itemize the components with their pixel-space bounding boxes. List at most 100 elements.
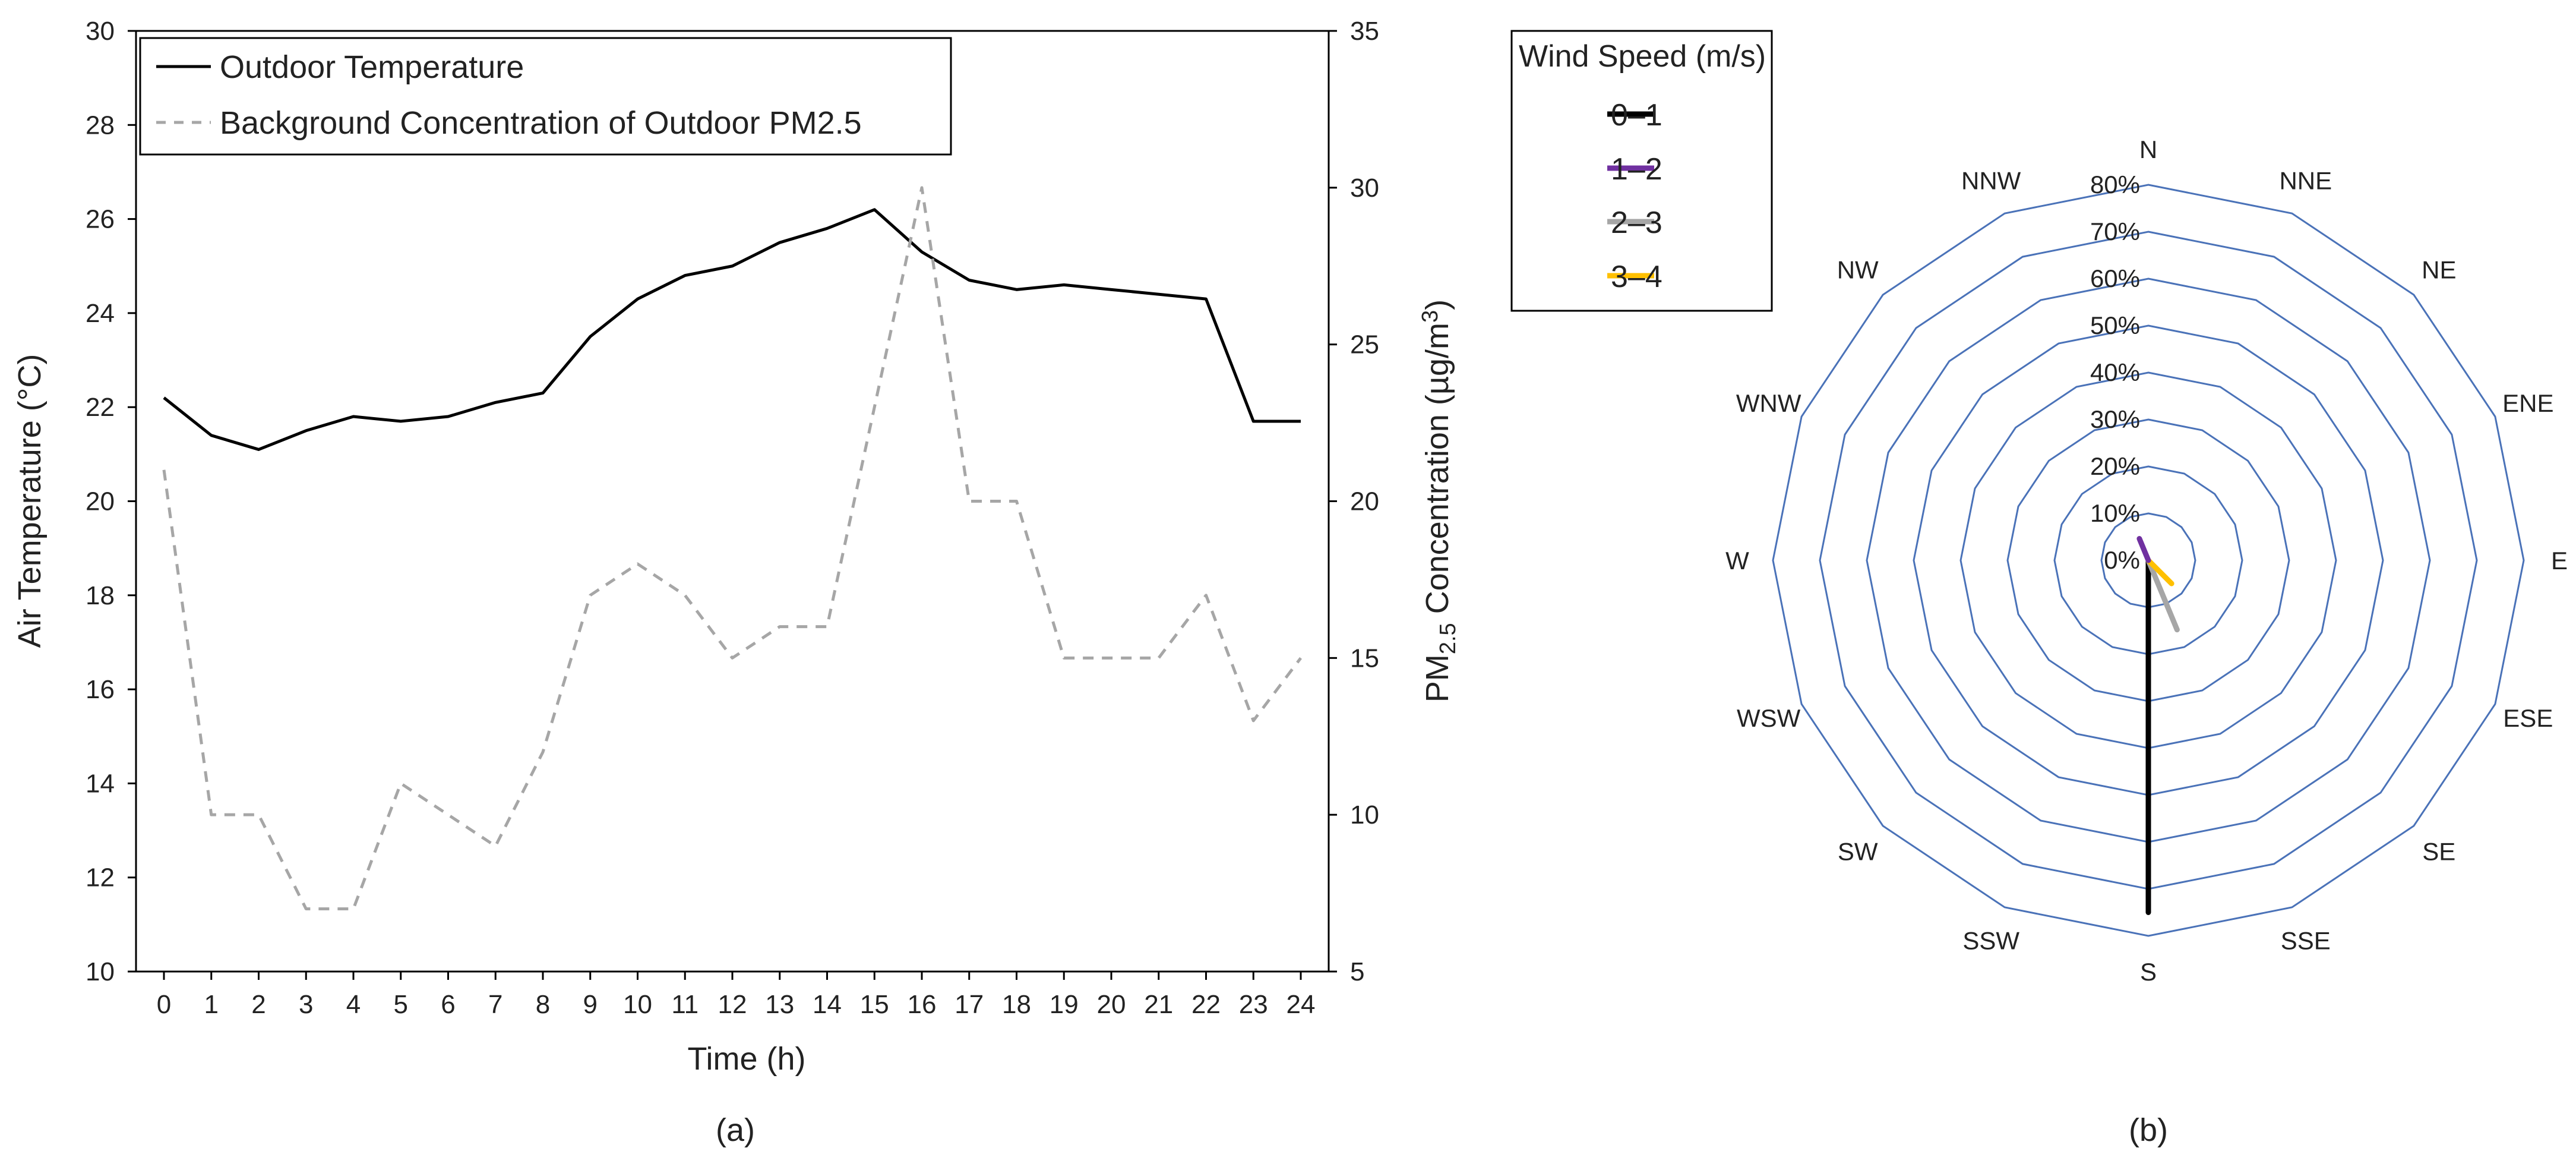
x-tick-label-17: 17 [954, 990, 984, 1019]
left-tick-label-28: 28 [86, 111, 115, 140]
left-tick-label-22: 22 [86, 393, 115, 422]
radial-tick-20: 20% [2090, 452, 2140, 480]
y-axis-label: Air Temperature (°C) [12, 354, 48, 648]
direction-label-n: N [2139, 135, 2157, 163]
direction-label-s: S [2140, 958, 2157, 986]
direction-label-e: E [2551, 547, 2568, 575]
x-tick-label-13: 13 [765, 990, 794, 1019]
right-tick-label-20: 20 [1350, 487, 1379, 516]
right-tick-label-5: 5 [1350, 957, 1364, 986]
radial-tick-80: 80% [2090, 171, 2140, 198]
x-tick-label-6: 6 [441, 990, 455, 1019]
x-axis-ticks: 0 1 2 3 4 5 6 7 8 9 10 11 12 13 14 15 16 17 18 19 20 21 22 23 24 [157, 972, 1316, 1019]
x-tick-label-15: 15 [860, 990, 889, 1019]
left-tick-label-26: 26 [86, 205, 115, 234]
x-tick-label-14: 14 [813, 990, 842, 1019]
direction-label-wsw: WSW [1737, 704, 1801, 732]
x-tick-label-12: 12 [718, 990, 747, 1019]
left-tick-label-24: 24 [86, 299, 115, 328]
wind-label-1-2: 1–2 [1611, 152, 1662, 187]
x-tick-label-10: 10 [623, 990, 652, 1019]
series-lines [162, 186, 1302, 910]
x-tick-label-19: 19 [1050, 990, 1079, 1019]
wind-legend-title: Wind Speed (m/s) [1519, 39, 1766, 74]
series-line-background-concentration-of-outdoor-pm2-5 [162, 186, 1302, 910]
direction-labels: N NNE NE ENE E ESE SE SSE S SSW SW WSW W WNW NW NNW [1725, 135, 2568, 986]
x-tick-label-20: 20 [1097, 990, 1126, 1019]
left-tick-label-20: 20 [86, 487, 115, 516]
radial-tick-labels: 0% 10% 20% 30% 40% 50% 60% 70% 80% [2090, 171, 2140, 574]
left-tick-label-18: 18 [86, 581, 115, 610]
x-tick-label-16: 16 [908, 990, 937, 1019]
panel-label-a: (a) [716, 1112, 755, 1148]
radial-tick-40: 40% [2090, 358, 2140, 386]
panel-label-b: (b) [2129, 1112, 2168, 1148]
wind-legend: Wind Speed (m/s) 0–1 1–2 2–3 3–4 [1510, 30, 1773, 312]
left-axis-ticks: 10 12 14 16 18 20 22 24 26 28 30 [86, 17, 136, 986]
direction-label-ene: ENE [2502, 389, 2553, 417]
wind-label-2-3: 2–3 [1611, 206, 1662, 240]
panel-b: 0% 10% 20% 30% 40% 50% 60% 70% 80% N NNE NE ENE E ESE… [1510, 30, 2568, 1148]
x-tick-label-11: 11 [671, 990, 698, 1019]
left-tick-label-30: 30 [86, 17, 115, 46]
right-tick-label-10: 10 [1350, 800, 1379, 830]
direction-label-se: SE [2422, 837, 2455, 865]
x-tick-label-4: 4 [346, 990, 361, 1019]
left-tick-label-10: 10 [86, 957, 115, 986]
right-tick-label-15: 15 [1350, 644, 1379, 673]
x-tick-label-0: 0 [157, 990, 171, 1019]
direction-label-nw: NW [1837, 256, 1879, 284]
left-tick-label-16: 16 [86, 675, 115, 704]
x-tick-label-3: 3 [299, 990, 313, 1019]
radar-ring-8 [1772, 184, 2525, 937]
radial-tick-70: 70% [2090, 217, 2140, 245]
radial-tick-60: 60% [2090, 264, 2140, 292]
series-line-outdoor-temperature [163, 208, 1301, 451]
wind-vector-2-3 [2145, 557, 2180, 633]
x-tick-label-18: 18 [1002, 990, 1031, 1019]
x-tick-label-23: 23 [1239, 990, 1268, 1019]
wind-vector-3-4 [2145, 557, 2174, 586]
legend-label-temperature: Outdoor Temperature [220, 49, 524, 85]
direction-label-nne: NNE [2279, 167, 2332, 195]
direction-label-ese: ESE [2503, 704, 2553, 732]
direction-label-w: W [1725, 547, 1749, 575]
x-tick-label-5: 5 [394, 990, 408, 1019]
direction-label-nnw: NNW [1961, 167, 2021, 195]
direction-label-ne: NE [2422, 256, 2456, 284]
y2-axis-label: PM2.5 Concentration (µg/m3) [1418, 299, 1461, 702]
legend-label-pm25: Background Concentration of Outdoor PM2.… [220, 105, 862, 141]
radial-tick-10: 10% [2090, 499, 2140, 527]
x-axis-label: Time (h) [688, 1041, 806, 1077]
direction-label-wnw: WNW [1736, 389, 1801, 417]
radial-tick-50: 50% [2090, 311, 2140, 339]
x-tick-label-8: 8 [536, 990, 550, 1019]
x-tick-label-24: 24 [1287, 990, 1316, 1019]
wind-label-3-4: 3–4 [1611, 260, 1662, 294]
x-tick-label-1: 1 [204, 990, 219, 1019]
left-tick-label-12: 12 [86, 863, 115, 893]
x-tick-label-22: 22 [1191, 990, 1221, 1019]
direction-label-sw: SW [1838, 837, 1878, 865]
x-tick-label-9: 9 [583, 990, 598, 1019]
direction-label-ssw: SSW [1962, 926, 2019, 954]
right-axis-ticks: 5 10 15 20 25 30 35 [1329, 17, 1379, 986]
plot-area-frame [135, 30, 1330, 973]
right-tick-label-25: 25 [1350, 330, 1379, 359]
radial-tick-30: 30% [2090, 405, 2140, 433]
wind-vector-1-2 [2136, 536, 2151, 563]
right-tick-label-35: 35 [1350, 17, 1379, 46]
right-tick-label-30: 30 [1350, 174, 1379, 203]
left-tick-label-14: 14 [86, 769, 115, 798]
x-tick-label-7: 7 [488, 990, 502, 1019]
wind-label-0-1: 0–1 [1611, 98, 1662, 133]
wind-series [2136, 536, 2180, 915]
legend: Outdoor Temperature Background Concentra… [139, 37, 952, 156]
legend-box [139, 37, 952, 156]
direction-label-sse: SSE [2281, 926, 2331, 954]
radial-tick-0: 0% [2104, 546, 2140, 574]
x-tick-label-21: 21 [1144, 990, 1173, 1019]
x-tick-label-2: 2 [251, 990, 265, 1019]
